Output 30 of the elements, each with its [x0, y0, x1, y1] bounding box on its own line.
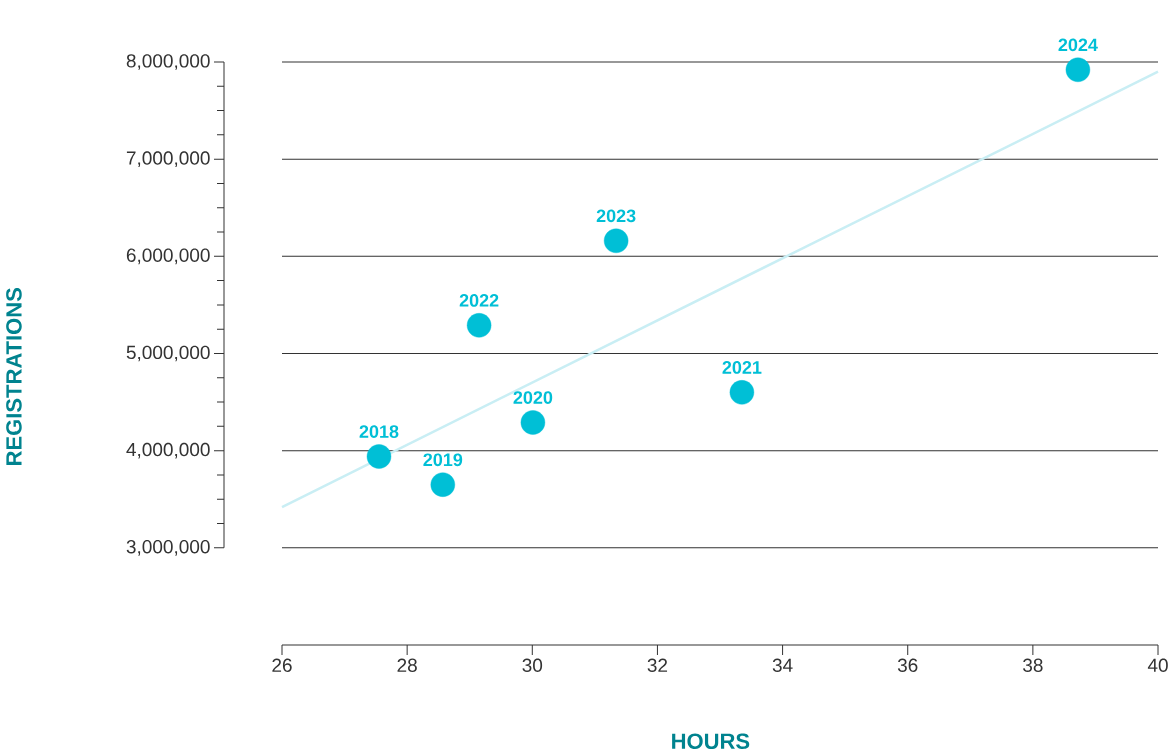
point — [466, 313, 492, 338]
y-tick-label: 6,000,000 — [126, 248, 210, 265]
annotation: 2019 — [423, 453, 463, 467]
annotation: 2021 — [722, 361, 762, 374]
x-axis-title: HOURS — [672, 733, 750, 749]
x-tick-label: 38 — [1023, 658, 1043, 672]
point — [430, 472, 456, 497]
point — [603, 228, 629, 253]
y-axis-title: REGISTRATIONS — [6, 288, 22, 465]
y-tick-label: 8,000,000 — [126, 54, 210, 70]
annotation: 2020 — [513, 391, 553, 404]
x-tick-label: 34 — [772, 658, 793, 672]
point — [520, 410, 546, 435]
x-tick-label: 30 — [522, 658, 543, 672]
annotation: 2018 — [359, 425, 399, 438]
point — [1065, 57, 1091, 82]
point — [366, 444, 392, 469]
y-tick-label: 5,000,000 — [126, 345, 210, 362]
y-tick-label: 3,000,000 — [126, 539, 210, 556]
x-tick-label: 28 — [397, 658, 417, 672]
x-tick-label: 36 — [897, 658, 918, 672]
annotation: 2022 — [459, 294, 499, 307]
x-tick-label: 40 — [1147, 658, 1168, 672]
annotation: 2023 — [596, 209, 636, 223]
y-tick-label: 4,000,000 — [126, 442, 210, 459]
x-tick-label: 26 — [272, 658, 292, 672]
annotation: 2024 — [1058, 38, 1098, 52]
y-tick-label: 7,000,000 — [126, 151, 210, 168]
x-tick-label: 32 — [647, 658, 668, 672]
point — [729, 380, 755, 405]
